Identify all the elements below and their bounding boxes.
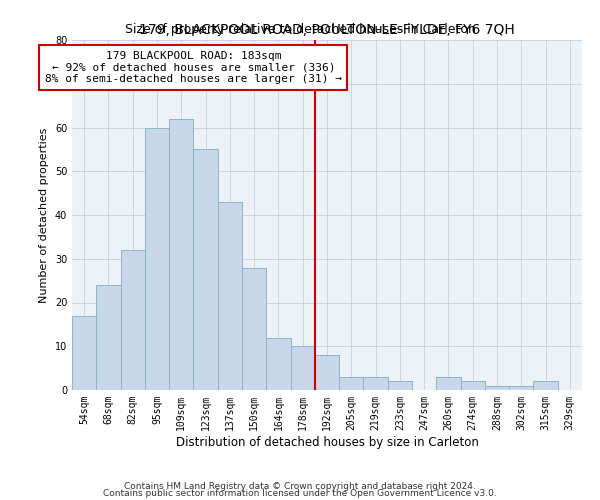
Bar — [218, 202, 242, 390]
Bar — [485, 386, 509, 390]
Bar — [96, 285, 121, 390]
Text: Contains public sector information licensed under the Open Government Licence v3: Contains public sector information licen… — [103, 488, 497, 498]
Bar — [436, 377, 461, 390]
Text: 179 BLACKPOOL ROAD: 183sqm
← 92% of detached houses are smaller (336)
8% of semi: 179 BLACKPOOL ROAD: 183sqm ← 92% of deta… — [45, 51, 342, 84]
Bar — [364, 377, 388, 390]
Bar — [121, 250, 145, 390]
Bar — [290, 346, 315, 390]
Bar — [72, 316, 96, 390]
Bar — [193, 150, 218, 390]
Title: 179, BLACKPOOL ROAD, POULTON-LE-FYLDE, FY6 7QH: 179, BLACKPOOL ROAD, POULTON-LE-FYLDE, F… — [139, 24, 515, 38]
Bar — [315, 355, 339, 390]
Bar — [509, 386, 533, 390]
Text: Size of property relative to detached houses in Carleton: Size of property relative to detached ho… — [125, 22, 475, 36]
Bar — [145, 128, 169, 390]
Y-axis label: Number of detached properties: Number of detached properties — [39, 128, 49, 302]
X-axis label: Distribution of detached houses by size in Carleton: Distribution of detached houses by size … — [176, 436, 478, 448]
Bar — [388, 381, 412, 390]
Bar — [242, 268, 266, 390]
Bar — [533, 381, 558, 390]
Bar — [339, 377, 364, 390]
Bar — [266, 338, 290, 390]
Text: Contains HM Land Registry data © Crown copyright and database right 2024.: Contains HM Land Registry data © Crown c… — [124, 482, 476, 491]
Bar — [461, 381, 485, 390]
Bar — [169, 118, 193, 390]
